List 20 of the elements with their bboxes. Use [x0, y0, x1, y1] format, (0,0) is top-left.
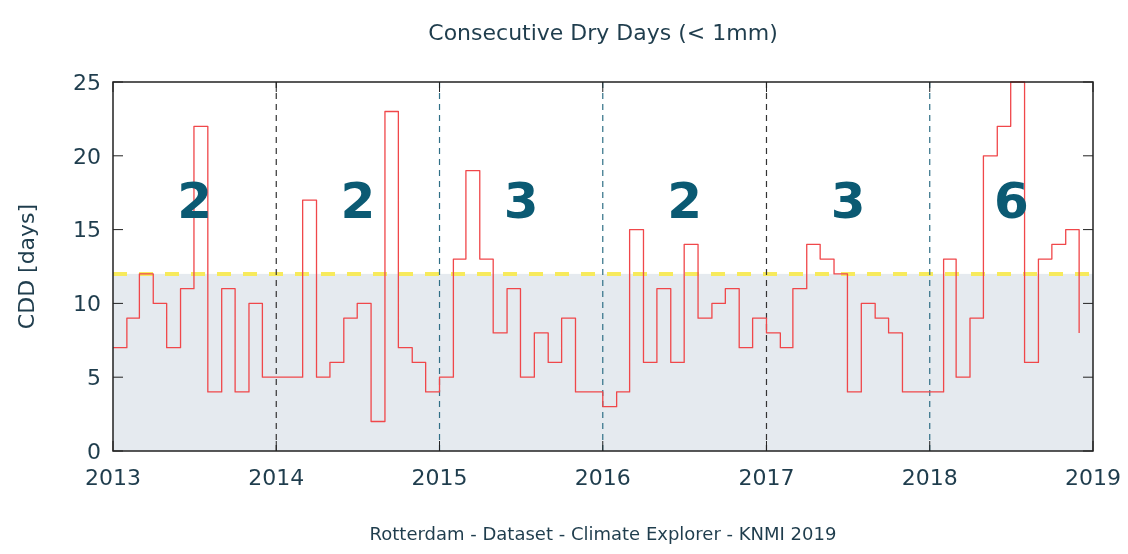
y-tick-label: 10	[73, 291, 101, 317]
y-tick-label: 25	[73, 69, 101, 95]
x-tick-label: 2018	[901, 465, 958, 490]
x-tick-label: 2016	[574, 465, 631, 490]
x-tick-label: 2014	[248, 465, 305, 490]
y-axis-title: CDD [days]	[14, 203, 39, 330]
annotation: 3	[830, 171, 866, 230]
x-tick-label: 2019	[1065, 465, 1121, 490]
x-tick-label: 2013	[85, 465, 141, 490]
y-tick-label: 20	[73, 143, 101, 169]
y-tick-label: 15	[73, 217, 101, 243]
annotation: 2	[667, 171, 703, 230]
chart-title: Consecutive Dry Days (< 1mm)	[428, 20, 778, 45]
annotation: 3	[503, 171, 539, 230]
text: Rotterdam - Dataset - Climate Explorer - KNMI 2019	[369, 523, 837, 544]
x-tick-label: 2017	[738, 465, 795, 490]
x-tick-label: 2015	[411, 465, 468, 490]
y-tick-label: 5	[87, 364, 101, 390]
annotation: 2	[340, 171, 376, 230]
y-tick-label: 0	[87, 438, 101, 464]
